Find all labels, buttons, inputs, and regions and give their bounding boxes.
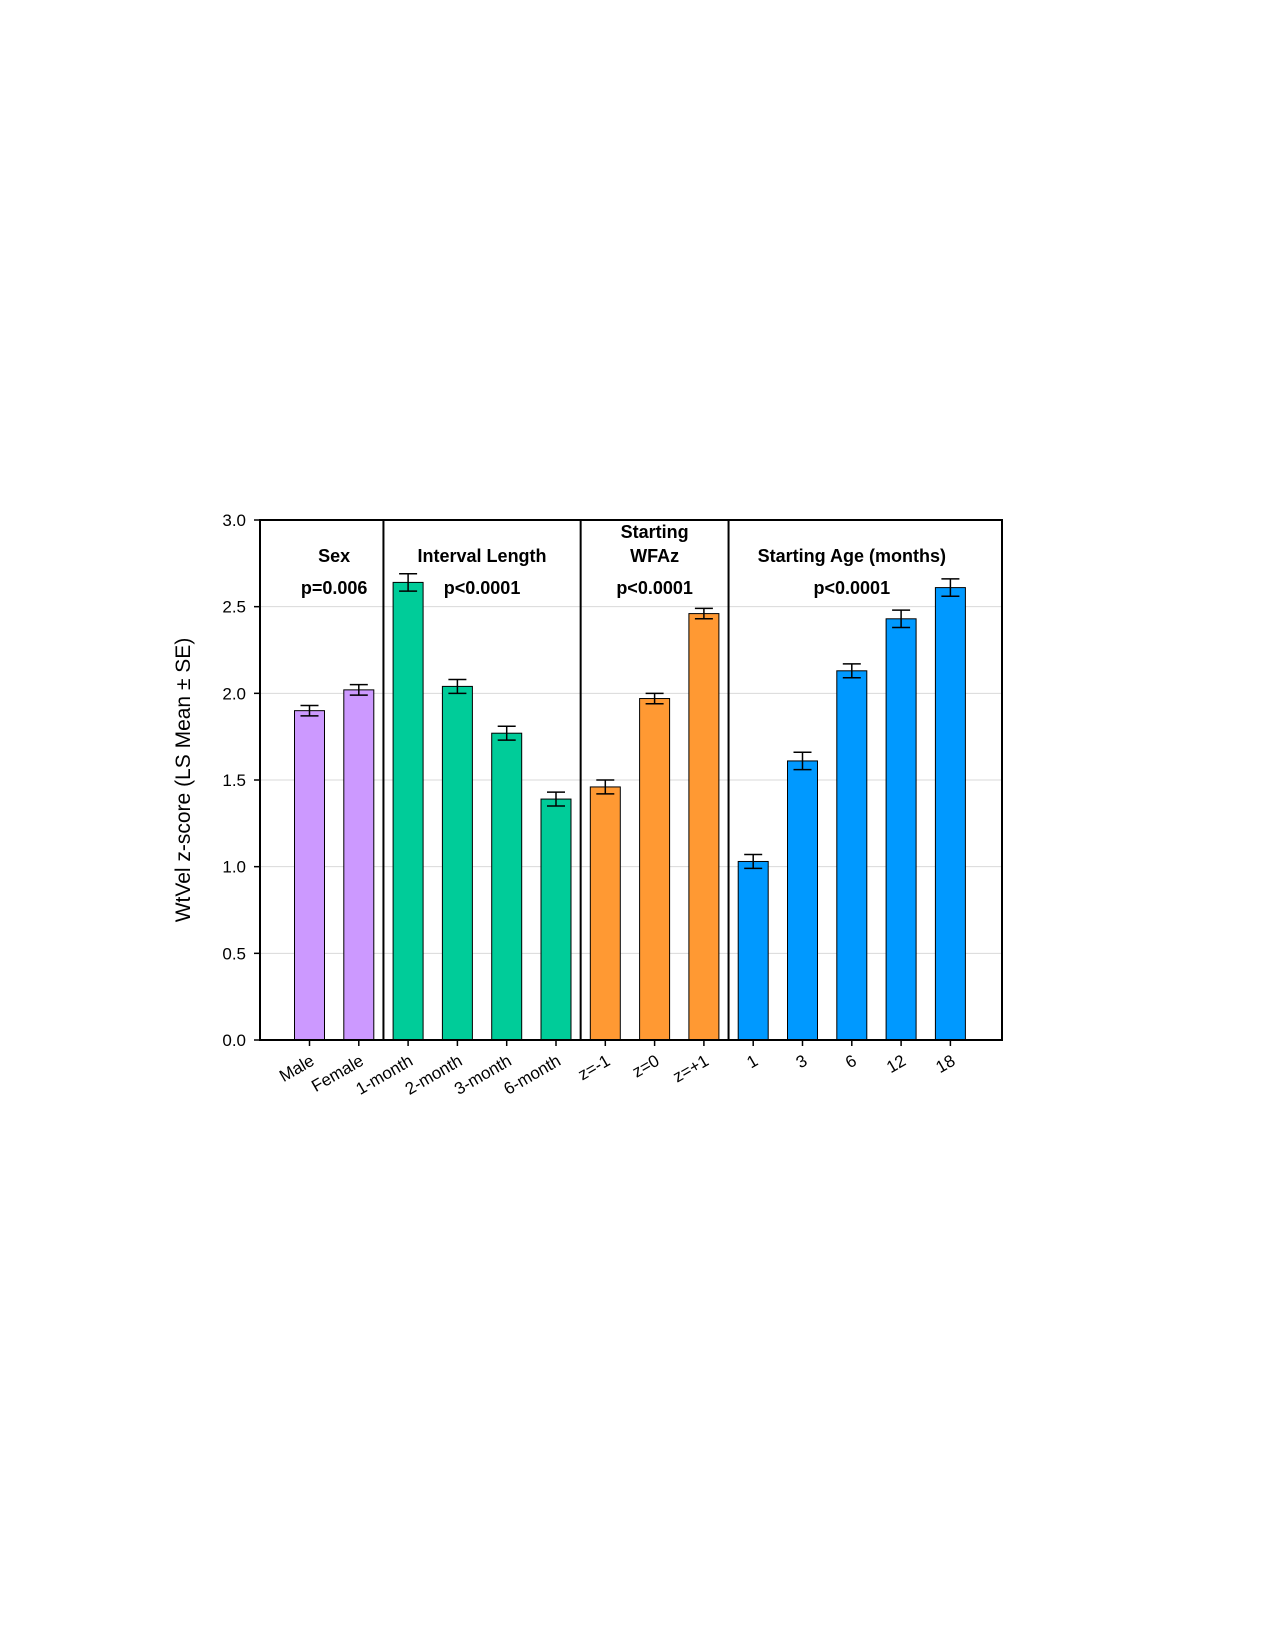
bar-z=+1	[688, 613, 720, 1041]
bar-Female	[343, 689, 375, 1041]
group-p-value: p=0.006	[301, 578, 368, 598]
bar-6	[836, 670, 868, 1041]
group-p-value: p<0.0001	[444, 578, 521, 598]
x-tick-label: z=0	[629, 1051, 663, 1081]
group-p-value: p<0.0001	[616, 578, 693, 598]
bar-z=0	[639, 698, 671, 1041]
y-tick-label: 0.5	[222, 944, 246, 963]
bar-6-month	[540, 798, 572, 1041]
y-tick-label: 0.0	[222, 1031, 246, 1050]
x-tick-label: z=+1	[670, 1051, 712, 1086]
bar-3	[787, 760, 818, 1041]
x-tick-label: 6	[842, 1051, 860, 1072]
bar-3-month	[491, 732, 523, 1041]
bars	[294, 581, 966, 1041]
group-title: Starting Age (months)	[758, 546, 946, 566]
group-title: Sex	[318, 546, 350, 566]
error-bars	[300, 572, 960, 870]
group-title: Starting	[621, 522, 689, 542]
bar-12	[885, 618, 917, 1041]
x-tick-label: 6-month	[500, 1051, 564, 1099]
y-axis: 0.0 0.5 1.0 1.5 2.0 2.5 3.0	[222, 511, 260, 1050]
group-annotations: Sex p=0.006 Interval Length p<0.0001 Startin…	[301, 520, 946, 1040]
y-axis-label: WtVel z-score (LS Mean ± SE)	[172, 638, 195, 923]
x-tick-label: z=-1	[575, 1051, 614, 1084]
group-title: WFAz	[630, 546, 679, 566]
bar-Male	[294, 710, 325, 1041]
bar-1	[737, 860, 769, 1041]
y-tick-label: 3.0	[222, 511, 246, 530]
x-tick-label: 18	[933, 1051, 959, 1077]
group-p-value: p<0.0001	[814, 578, 891, 598]
y-tick-label: 2.0	[222, 684, 246, 703]
x-tick-label: 1	[743, 1051, 761, 1072]
group-title: Interval Length	[418, 546, 547, 566]
y-tick-label: 2.5	[222, 598, 246, 617]
bar-z=-1	[589, 786, 621, 1041]
bar-18	[934, 587, 966, 1041]
x-tick-label: 12	[883, 1051, 909, 1077]
y-tick-label: 1.5	[222, 771, 246, 790]
bar-2-month	[441, 685, 473, 1041]
x-tick-label: 3	[793, 1051, 811, 1072]
bar-1-month	[392, 581, 424, 1041]
y-tick-label: 1.0	[222, 858, 246, 877]
